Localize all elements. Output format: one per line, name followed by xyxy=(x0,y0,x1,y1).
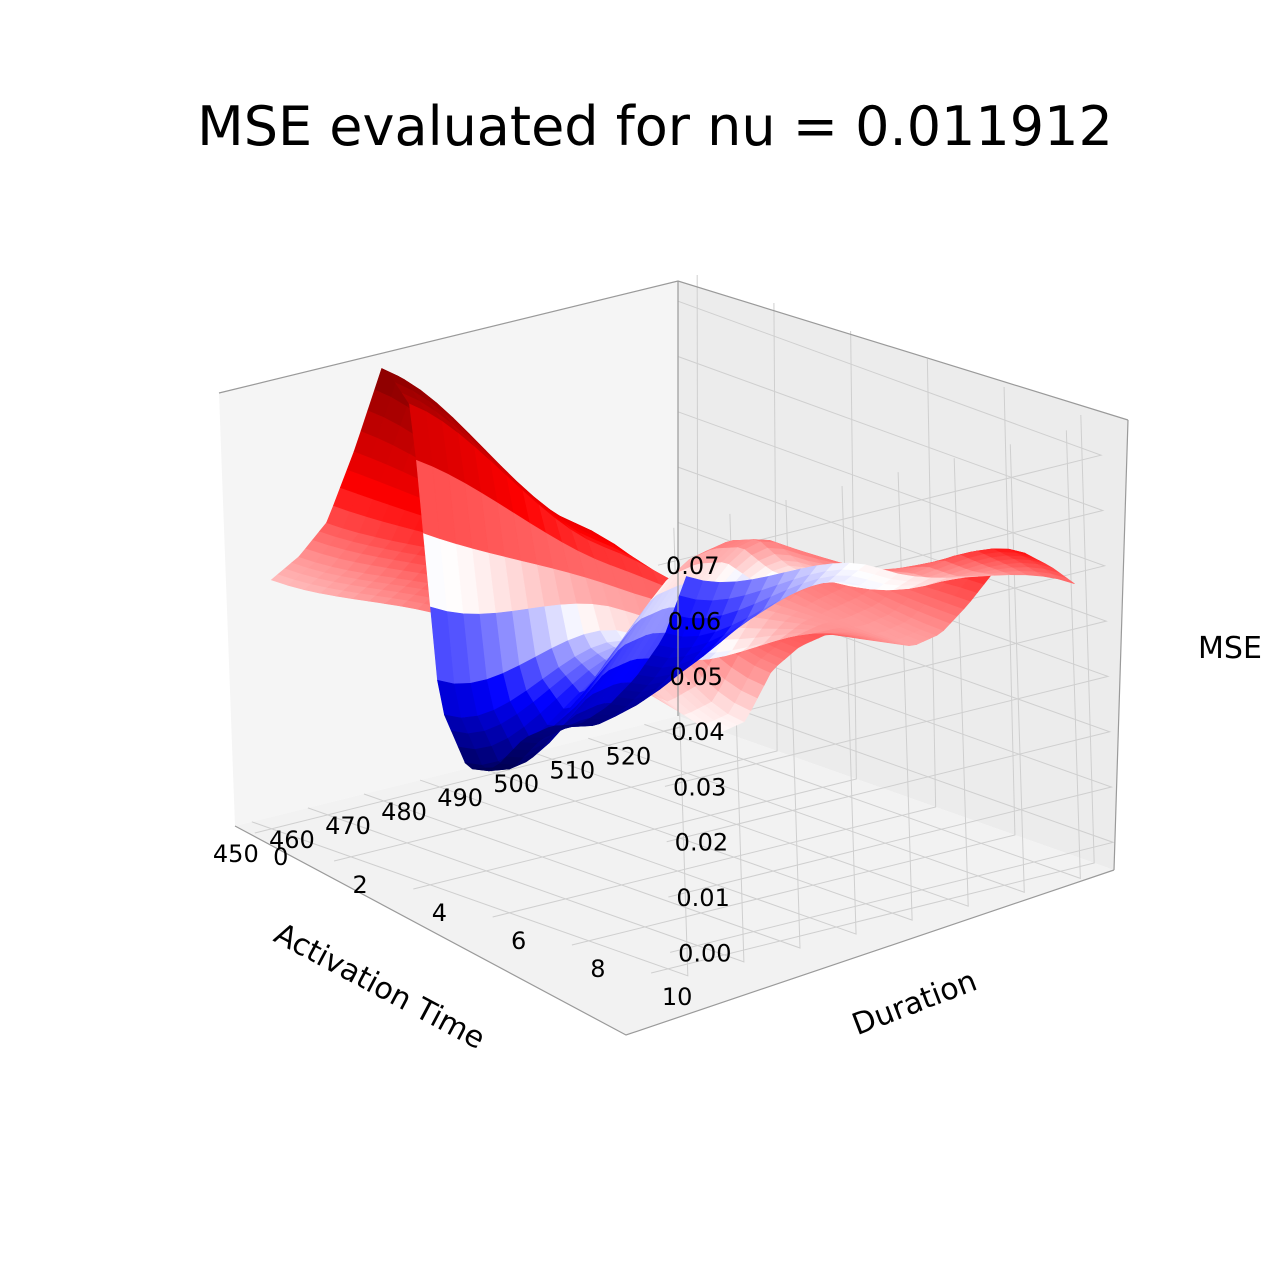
z-tick-label-1: 0.01 xyxy=(676,884,729,912)
z-tick-label-4: 0.04 xyxy=(671,718,724,746)
z-axis-ticks: 0.00 0.01 0.02 0.03 0.04 0.05 0.06 0.07 xyxy=(666,552,732,967)
x-tick-label-6: 510 xyxy=(549,756,595,784)
x-gridline-7 xyxy=(644,430,1081,880)
z-axis-line xyxy=(1113,419,1129,871)
y-gridline-1 xyxy=(333,302,778,862)
surface-cell xyxy=(679,576,704,600)
y-axis-label: Duration xyxy=(847,963,981,1042)
x-tick-label-3: 480 xyxy=(381,798,427,826)
y-axis-ticks: 0 2 4 6 8 10 xyxy=(273,843,692,1011)
floor-edge xyxy=(234,825,1115,1036)
z-tick-label-2: 0.02 xyxy=(675,829,728,857)
y-tick-label-1: 2 xyxy=(352,871,367,899)
z-tick-label-0: 0.00 xyxy=(678,939,731,967)
z-tick-label-6: 0.06 xyxy=(668,607,721,635)
y-tick-label-3: 6 xyxy=(511,927,526,955)
x-axis-ticks: 450 460 470 480 490 500 510 520 xyxy=(213,742,651,867)
x-tick-label-1: 460 xyxy=(269,826,315,854)
z-gridline-0 xyxy=(670,687,1115,953)
floor-pane xyxy=(235,716,1114,1035)
y-gridline-3 xyxy=(492,358,937,918)
x-gridline-6 xyxy=(588,444,1025,893)
x-tick-label-4: 490 xyxy=(437,784,483,812)
y-gridline-2 xyxy=(413,330,857,890)
z-axis-label: MSE xyxy=(1198,631,1262,666)
z-tick-label-3: 0.03 xyxy=(673,773,726,801)
y-gridline-4 xyxy=(571,386,1016,946)
y-gridline-5 xyxy=(651,414,1095,974)
z-tick-label-5: 0.05 xyxy=(669,663,722,691)
x-tick-label-2: 470 xyxy=(325,812,371,840)
z-gridline-7 xyxy=(657,300,1103,566)
x-tick-label-7: 520 xyxy=(605,742,651,770)
x-tick-label-0: 450 xyxy=(213,840,259,868)
z-gridline-1 xyxy=(668,632,1114,898)
surface-mesh xyxy=(270,368,1075,772)
y-tick-label-4: 8 xyxy=(590,955,605,983)
x-tick-label-5: 500 xyxy=(493,770,539,798)
y-tick-label-2: 4 xyxy=(432,899,447,927)
y-tick-label-5: 10 xyxy=(662,983,693,1011)
chart-title: MSE evaluated for nu = 0.011912 xyxy=(197,95,1113,158)
z-tick-label-7: 0.07 xyxy=(666,552,719,580)
y-tick-label-0: 0 xyxy=(273,843,288,871)
z-gridline-4 xyxy=(663,466,1108,732)
